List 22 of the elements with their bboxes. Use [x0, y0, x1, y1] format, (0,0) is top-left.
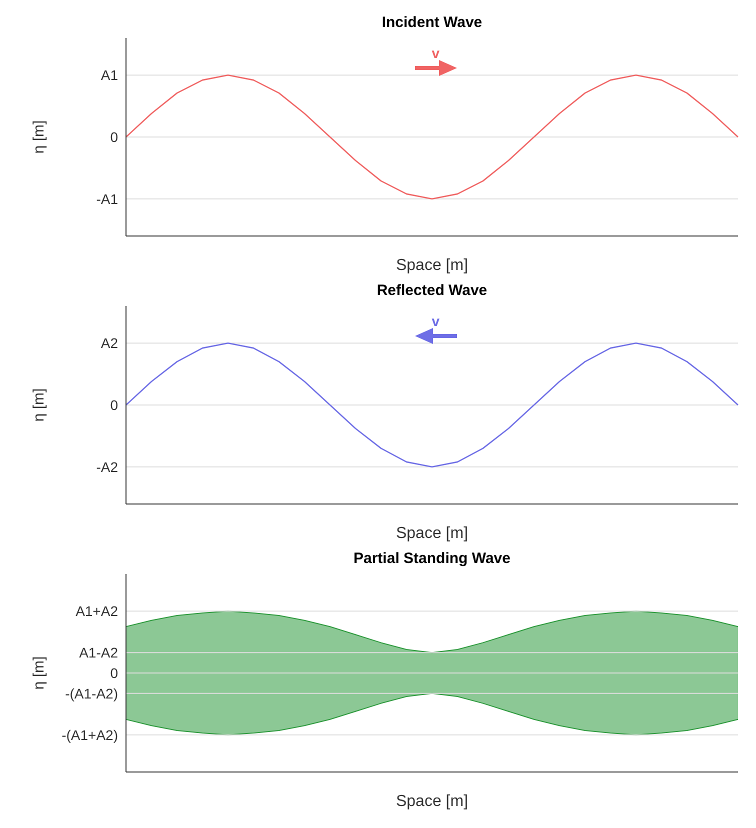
text: A1: [100, 67, 118, 84]
y-axis-title: η [m]: [30, 388, 48, 422]
y-axis-title: η [m]: [30, 120, 48, 154]
text: A1-A2: [79, 644, 118, 661]
text: 0: [110, 396, 118, 413]
chart-title: Partial Standing Wave: [352, 550, 512, 567]
x-axis-title: Space [m]: [396, 257, 468, 274]
text: 0: [110, 128, 118, 145]
text: A1+A2: [76, 603, 118, 620]
text: -A2: [96, 458, 118, 475]
chart-title: Incident Wave: [380, 14, 484, 31]
x-axis-title: Space [m]: [396, 525, 468, 542]
text: -(A1+A2): [62, 726, 118, 743]
y-axis-title: η [m]: [30, 656, 48, 690]
chart-title: Reflected Wave: [376, 282, 488, 299]
text: v: [430, 45, 441, 61]
text: -(A1-A2): [65, 685, 118, 702]
text: A2: [100, 335, 118, 352]
text: -A1: [96, 190, 118, 207]
x-axis-title: Space [m]: [396, 793, 468, 810]
text: 0: [110, 664, 118, 681]
text: v: [430, 313, 441, 329]
